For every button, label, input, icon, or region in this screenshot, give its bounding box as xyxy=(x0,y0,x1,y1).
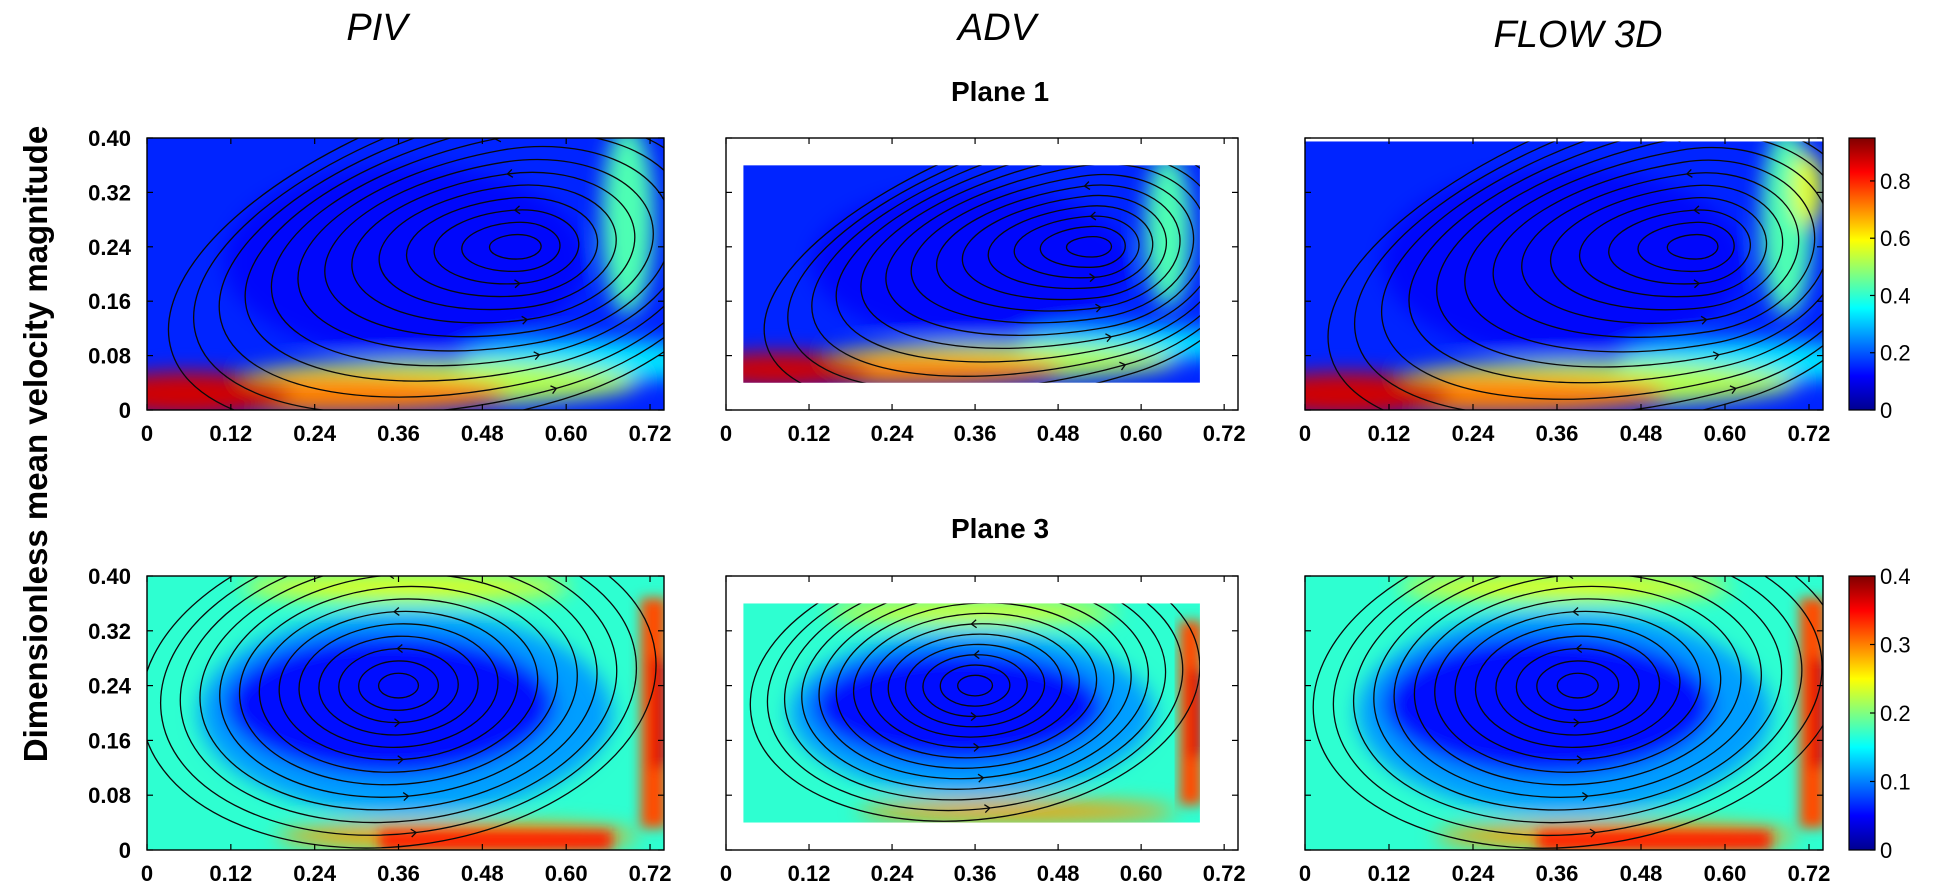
x-tick-label: 0.12 xyxy=(788,421,831,446)
x-tick-label: 0.72 xyxy=(1788,861,1831,886)
x-tick-label: 0 xyxy=(141,861,153,886)
x-tick-label: 0.12 xyxy=(1368,861,1411,886)
row-title-plane-1: Plane 1 xyxy=(951,76,1049,107)
panel-0-2: 0 0.12 0.24 0.36 0.48 0.60 0.72 xyxy=(1299,137,1831,446)
column-title-piv: PIV xyxy=(346,7,411,49)
y-tick-label: 0 xyxy=(119,838,131,863)
y-tick-label: 0.32 xyxy=(88,180,131,205)
plot-frame xyxy=(725,575,1239,851)
panel-1-1: 0 0.12 0.24 0.36 0.48 0.60 0.72 xyxy=(720,575,1246,886)
plot-frame xyxy=(725,137,1239,411)
streamlines xyxy=(763,165,1200,383)
x-tick-label: 0.48 xyxy=(1037,421,1080,446)
column-title-adv: ADV xyxy=(956,7,1040,49)
x-tick-label: 0.60 xyxy=(545,861,588,886)
panel-1-2: 0 0.12 0.24 0.36 0.48 0.60 0.72 xyxy=(1299,575,1831,886)
velocity-field xyxy=(743,165,1200,383)
x-tick-label: 0.72 xyxy=(629,421,672,446)
velocity-field xyxy=(147,576,664,850)
x-tick-label: 0.36 xyxy=(377,421,420,446)
streamlines xyxy=(147,576,657,849)
x-tick-label: 0.36 xyxy=(1536,421,1579,446)
x-tick-label: 0.24 xyxy=(871,861,915,886)
colorbar-tick-label: 0.6 xyxy=(1880,226,1911,251)
streamlines xyxy=(749,603,1200,822)
x-tick-label: 0.48 xyxy=(461,421,504,446)
velocity-field xyxy=(1305,576,1823,850)
x-tick-label: 0.60 xyxy=(1120,861,1163,886)
row-title-plane-3: Plane 3 xyxy=(951,513,1049,544)
column-title-flow3d: FLOW 3D xyxy=(1494,14,1663,56)
x-tick-label: 0.60 xyxy=(545,421,588,446)
plot-frame xyxy=(146,575,665,851)
x-tick-label: 0.72 xyxy=(1203,421,1246,446)
x-tick-label: 0.36 xyxy=(1536,861,1579,886)
colorbar-2: 0 0.1 0.2 0.3 0.4 xyxy=(1848,564,1911,863)
x-tick-label: 0 xyxy=(720,421,732,446)
colorbar-tick-label: 0.4 xyxy=(1880,283,1911,308)
y-tick-label: 0.40 xyxy=(88,126,131,151)
y-tick-label: 0 xyxy=(119,398,131,423)
colorbar-tick-label: 0.2 xyxy=(1880,701,1911,726)
x-tick-label: 0.24 xyxy=(293,421,337,446)
x-tick-label: 0.36 xyxy=(954,421,997,446)
y-tick-label: 0.16 xyxy=(88,289,131,314)
panel-1-0: 0 0.12 0.24 0.36 0.48 0.60 0.72 0 0.08 0.16 0.24 0.… xyxy=(88,564,672,886)
x-tick-label: 0.48 xyxy=(1620,861,1663,886)
plot-frame xyxy=(1304,575,1824,851)
y-tick-label: 0.32 xyxy=(88,619,131,644)
x-tick-label: 0.24 xyxy=(871,421,915,446)
y-tick-label: 0.24 xyxy=(88,674,132,699)
plot-frame xyxy=(146,137,665,411)
x-tick-label: 0 xyxy=(1299,421,1311,446)
velocity-field xyxy=(1305,141,1823,410)
x-tick-label: 0.12 xyxy=(209,861,252,886)
colorbar-tick-label: 0.1 xyxy=(1880,770,1911,795)
y-tick-label: 0.08 xyxy=(88,344,131,369)
x-tick-label: 0.48 xyxy=(1620,421,1663,446)
x-tick-label: 0.72 xyxy=(1203,861,1246,886)
colorbar-tick-label: 0.8 xyxy=(1880,169,1911,194)
colorbar-1: 0 0.2 0.4 0.6 0.8 xyxy=(1848,137,1911,423)
colorbar-tick-label: 0.4 xyxy=(1880,564,1911,589)
colorbar-gradient xyxy=(1848,137,1876,411)
x-tick-label: 0 xyxy=(141,421,153,446)
y-tick-label: 0.16 xyxy=(88,728,131,753)
panel-0-1: 0 0.12 0.24 0.36 0.48 0.60 0.72 xyxy=(720,137,1246,446)
x-tick-label: 0.24 xyxy=(1452,861,1496,886)
x-tick-label: 0.36 xyxy=(954,861,997,886)
x-tick-label: 0.24 xyxy=(1452,421,1496,446)
x-tick-label: 0.48 xyxy=(461,861,504,886)
y-tick-label: 0.24 xyxy=(88,235,132,260)
y-tick-label: 0.08 xyxy=(88,783,131,808)
colorbar-tick-label: 0.3 xyxy=(1880,633,1911,658)
x-tick-label: 0.72 xyxy=(629,861,672,886)
x-tick-label: 0.24 xyxy=(293,861,337,886)
y-tick-label: 0.40 xyxy=(88,564,131,589)
x-tick-label: 0.60 xyxy=(1704,861,1747,886)
colorbar-tick-label: 0.2 xyxy=(1880,341,1911,366)
x-tick-label: 0.12 xyxy=(1368,421,1411,446)
x-tick-label: 0.60 xyxy=(1704,421,1747,446)
x-tick-label: 0.60 xyxy=(1120,421,1163,446)
x-tick-label: 0.36 xyxy=(377,861,420,886)
x-tick-label: 0.48 xyxy=(1037,861,1080,886)
velocity-field xyxy=(743,603,1200,823)
colorbar-tick-label: 0 xyxy=(1880,398,1892,423)
panels-layer: 0 0.12 0.24 0.36 0.48 0.60 0.7200.080.160.240.… xyxy=(88,126,1911,886)
x-tick-label: 0.12 xyxy=(209,421,252,446)
plot-frame xyxy=(1304,137,1824,411)
panel-0-0: 0 0.12 0.24 0.36 0.48 0.60 0.72 0 0.08 0.16 0.24 0.… xyxy=(88,126,672,446)
velocity-field xyxy=(147,138,664,410)
x-tick-label: 0.72 xyxy=(1788,421,1831,446)
streamlines xyxy=(1327,141,1823,410)
streamlines xyxy=(1312,576,1823,849)
colorbar-tick-label: 0 xyxy=(1880,838,1892,863)
x-tick-label: 0.12 xyxy=(788,861,831,886)
streamlines xyxy=(167,138,664,410)
x-tick-label: 0 xyxy=(720,861,732,886)
y-axis-label: Dimensionless mean velocity magnitude xyxy=(17,126,54,762)
x-tick-label: 0 xyxy=(1299,861,1311,886)
